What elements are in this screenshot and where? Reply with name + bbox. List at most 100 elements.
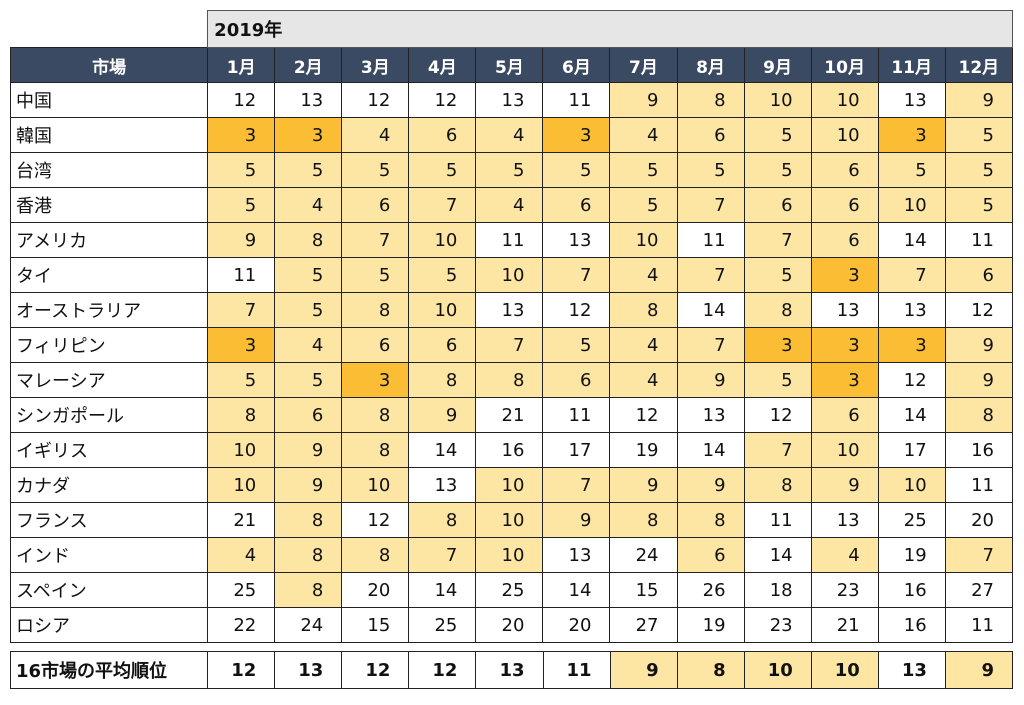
- rank-cell: 16: [475, 432, 544, 468]
- market-name: フィリピン: [9, 327, 209, 363]
- rank-cell: 6: [810, 152, 879, 188]
- average-rank-cell: 9: [609, 651, 678, 689]
- average-rank-cell: 9: [944, 651, 1014, 689]
- rank-cell: 12: [408, 82, 477, 118]
- rank-cell: 14: [877, 397, 946, 433]
- rank-cell: 25: [877, 502, 946, 538]
- market-column-header: 市場: [9, 47, 209, 83]
- rank-cell: 14: [676, 432, 745, 468]
- rank-cell: 23: [743, 607, 812, 643]
- rank-cell: 12: [207, 82, 276, 118]
- ranking-table-container: 2019年 市場 1月 2月 3月 4月 5月 6月 7月 8月 9月 10月 11月 12月 中国 1…: [9, 10, 1014, 689]
- table-row: ロシア 22 24 15 25 20 20 27 19 23 21 16 11: [9, 607, 1014, 643]
- rank-cell: 7: [743, 222, 812, 258]
- rank-cell: 13: [810, 502, 879, 538]
- month-header-3: 3月: [341, 47, 410, 83]
- average-rank-cell: 10: [743, 651, 812, 689]
- rank-cell: 9: [609, 467, 678, 503]
- rank-cell: 5: [743, 257, 812, 293]
- rank-cell: 3: [542, 117, 611, 153]
- rank-cell: 4: [207, 537, 276, 573]
- rank-cell: 7: [676, 187, 745, 223]
- rank-cell: 6: [743, 187, 812, 223]
- month-header-11: 11月: [877, 47, 946, 83]
- rank-cell: 19: [676, 607, 745, 643]
- rank-cell: 10: [743, 82, 812, 118]
- rank-cell: 13: [475, 82, 544, 118]
- month-header-12: 12月: [944, 47, 1014, 83]
- rank-cell: 4: [609, 362, 678, 398]
- rank-cell: 24: [274, 607, 343, 643]
- rank-cell: 7: [475, 327, 544, 363]
- rank-cell: 7: [207, 292, 276, 328]
- rank-cell: 5: [743, 117, 812, 153]
- rank-cell: 6: [542, 362, 611, 398]
- rank-cell: 8: [944, 397, 1014, 433]
- rank-cell: 8: [676, 502, 745, 538]
- month-header-7: 7月: [609, 47, 678, 83]
- rank-cell: 8: [274, 222, 343, 258]
- rank-cell: 3: [274, 117, 343, 153]
- rank-cell: 17: [542, 432, 611, 468]
- rank-cell: 4: [341, 117, 410, 153]
- rank-cell: 5: [609, 187, 678, 223]
- rank-cell: 7: [877, 257, 946, 293]
- rank-cell: 13: [877, 292, 946, 328]
- rank-cell: 9: [542, 502, 611, 538]
- table-row: イギリス 10 9 8 14 16 17 19 14 7 10 17 16: [9, 432, 1014, 468]
- table-row: シンガポール 8 6 8 9 21 11 12 13 12 6 14 8: [9, 397, 1014, 433]
- rank-cell: 8: [609, 292, 678, 328]
- rank-cell: 3: [341, 362, 410, 398]
- rank-cell: 7: [944, 537, 1014, 573]
- rank-cell: 8: [274, 572, 343, 608]
- market-name: カナダ: [9, 467, 209, 503]
- rank-cell: 3: [877, 327, 946, 363]
- rank-cell: 8: [676, 82, 745, 118]
- rank-cell: 6: [408, 117, 477, 153]
- rank-cell: 7: [743, 432, 812, 468]
- market-name: 韓国: [9, 117, 209, 153]
- rank-cell: 12: [944, 292, 1014, 328]
- table-row: 韓国 3 3 4 6 4 3 4 6 5 10 3 5: [9, 117, 1014, 153]
- market-name: マレーシア: [9, 362, 209, 398]
- rank-cell: 11: [542, 397, 611, 433]
- table-row: インド 4 8 8 7 10 13 24 6 14 4 19 7: [9, 537, 1014, 573]
- rank-cell: 10: [475, 257, 544, 293]
- rank-cell: 6: [676, 117, 745, 153]
- table-row: マレーシア 5 5 3 8 8 6 4 9 5 3 12 9: [9, 362, 1014, 398]
- rank-cell: 5: [877, 152, 946, 188]
- rank-cell: 8: [609, 502, 678, 538]
- rank-cell: 6: [408, 327, 477, 363]
- rank-cell: 9: [810, 467, 879, 503]
- rank-cell: 25: [207, 572, 276, 608]
- rank-cell: 8: [341, 537, 410, 573]
- rank-cell: 10: [810, 117, 879, 153]
- month-header-9: 9月: [743, 47, 812, 83]
- table-row: タイ 11 5 5 5 10 7 4 7 5 3 7 6: [9, 257, 1014, 293]
- average-rank-row: 16市場の平均順位 12 13 12 12 13 11 9 8 10 10 13 9: [9, 651, 1014, 689]
- rank-cell: 6: [944, 257, 1014, 293]
- rank-cell: 15: [609, 572, 678, 608]
- table-row: 香港 5 4 6 7 4 6 5 7 6 6 10 5: [9, 187, 1014, 223]
- rank-cell: 18: [743, 572, 812, 608]
- rank-cell: 21: [207, 502, 276, 538]
- rank-cell: 21: [810, 607, 879, 643]
- rank-cell: 25: [475, 572, 544, 608]
- rank-cell: 6: [810, 187, 879, 223]
- market-name: オーストラリア: [9, 292, 209, 328]
- table-row: フィリピン 3 4 6 6 7 5 4 7 3 3 3 9: [9, 327, 1014, 363]
- rank-cell: 9: [944, 362, 1014, 398]
- rank-cell: 8: [341, 432, 410, 468]
- year-label: 2019年: [207, 10, 1013, 48]
- rank-cell: 3: [810, 362, 879, 398]
- rank-cell: 10: [609, 222, 678, 258]
- rank-cell: 4: [475, 187, 544, 223]
- market-name: イギリス: [9, 432, 209, 468]
- rank-cell: 3: [207, 117, 276, 153]
- rank-cell: 15: [341, 607, 410, 643]
- rank-cell: 6: [341, 187, 410, 223]
- rank-cell: 4: [274, 327, 343, 363]
- rank-cell: 5: [207, 187, 276, 223]
- rank-cell: 11: [944, 467, 1014, 503]
- rank-cell: 7: [408, 187, 477, 223]
